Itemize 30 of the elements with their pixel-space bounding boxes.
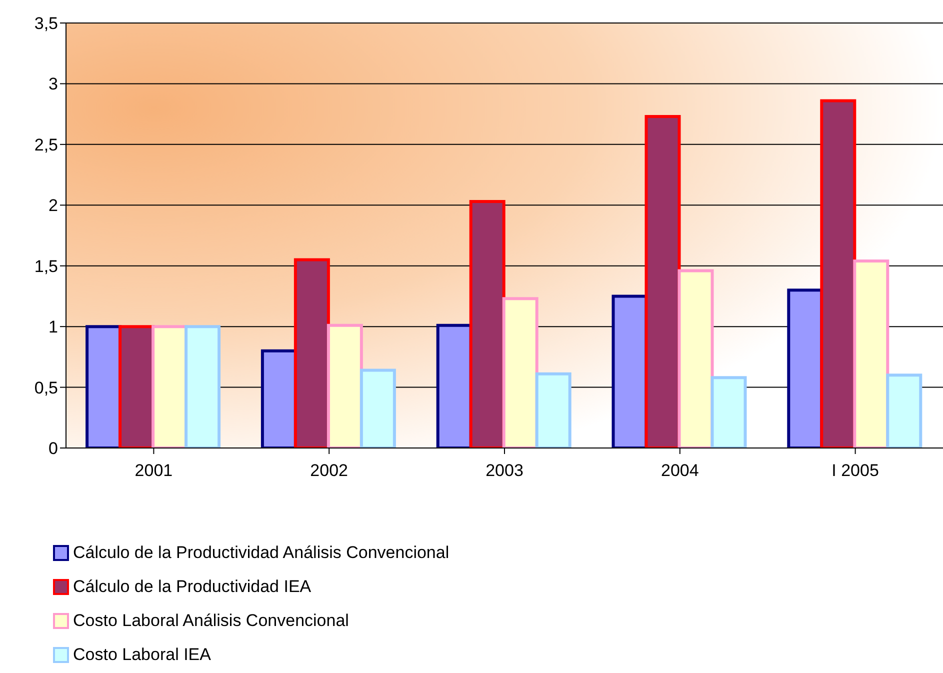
x-tick-label: 2004 xyxy=(660,461,699,480)
bar xyxy=(644,115,681,448)
legend-label: Costo Laboral Análisis Convencional xyxy=(73,611,349,631)
bar xyxy=(853,260,890,448)
bar xyxy=(502,297,538,448)
bar xyxy=(678,269,714,448)
y-tick-label: 2,5 xyxy=(34,135,58,154)
x-tick-label: 2001 xyxy=(134,461,173,480)
legend-label: Cálculo de la Productividad Análisis Convencional xyxy=(73,543,450,563)
y-tick-label: 0,5 xyxy=(34,378,58,398)
bar xyxy=(469,200,506,448)
bar xyxy=(294,258,330,448)
y-tick-label: 3,5 xyxy=(34,14,58,34)
x-tick-label: 2002 xyxy=(310,461,348,480)
legend-label: Cálculo de la Productividad IEA xyxy=(73,577,312,597)
y-tick-label: 1 xyxy=(48,318,58,337)
bar xyxy=(535,372,572,448)
bar xyxy=(820,99,856,448)
bar xyxy=(360,368,396,448)
bar xyxy=(886,374,922,448)
y-tick-label: 1,5 xyxy=(34,256,58,276)
bar xyxy=(326,324,363,448)
x-tick-label: I 2005 xyxy=(832,461,879,480)
y-tick-label: 3 xyxy=(48,74,58,94)
y-tick-label: 2 xyxy=(48,196,58,216)
bar xyxy=(184,325,221,448)
y-tick-label: 0 xyxy=(48,439,58,458)
legend-label: Costo Laboral IEA xyxy=(73,645,211,665)
bar xyxy=(710,376,747,448)
x-tick-label: 2003 xyxy=(486,461,524,480)
